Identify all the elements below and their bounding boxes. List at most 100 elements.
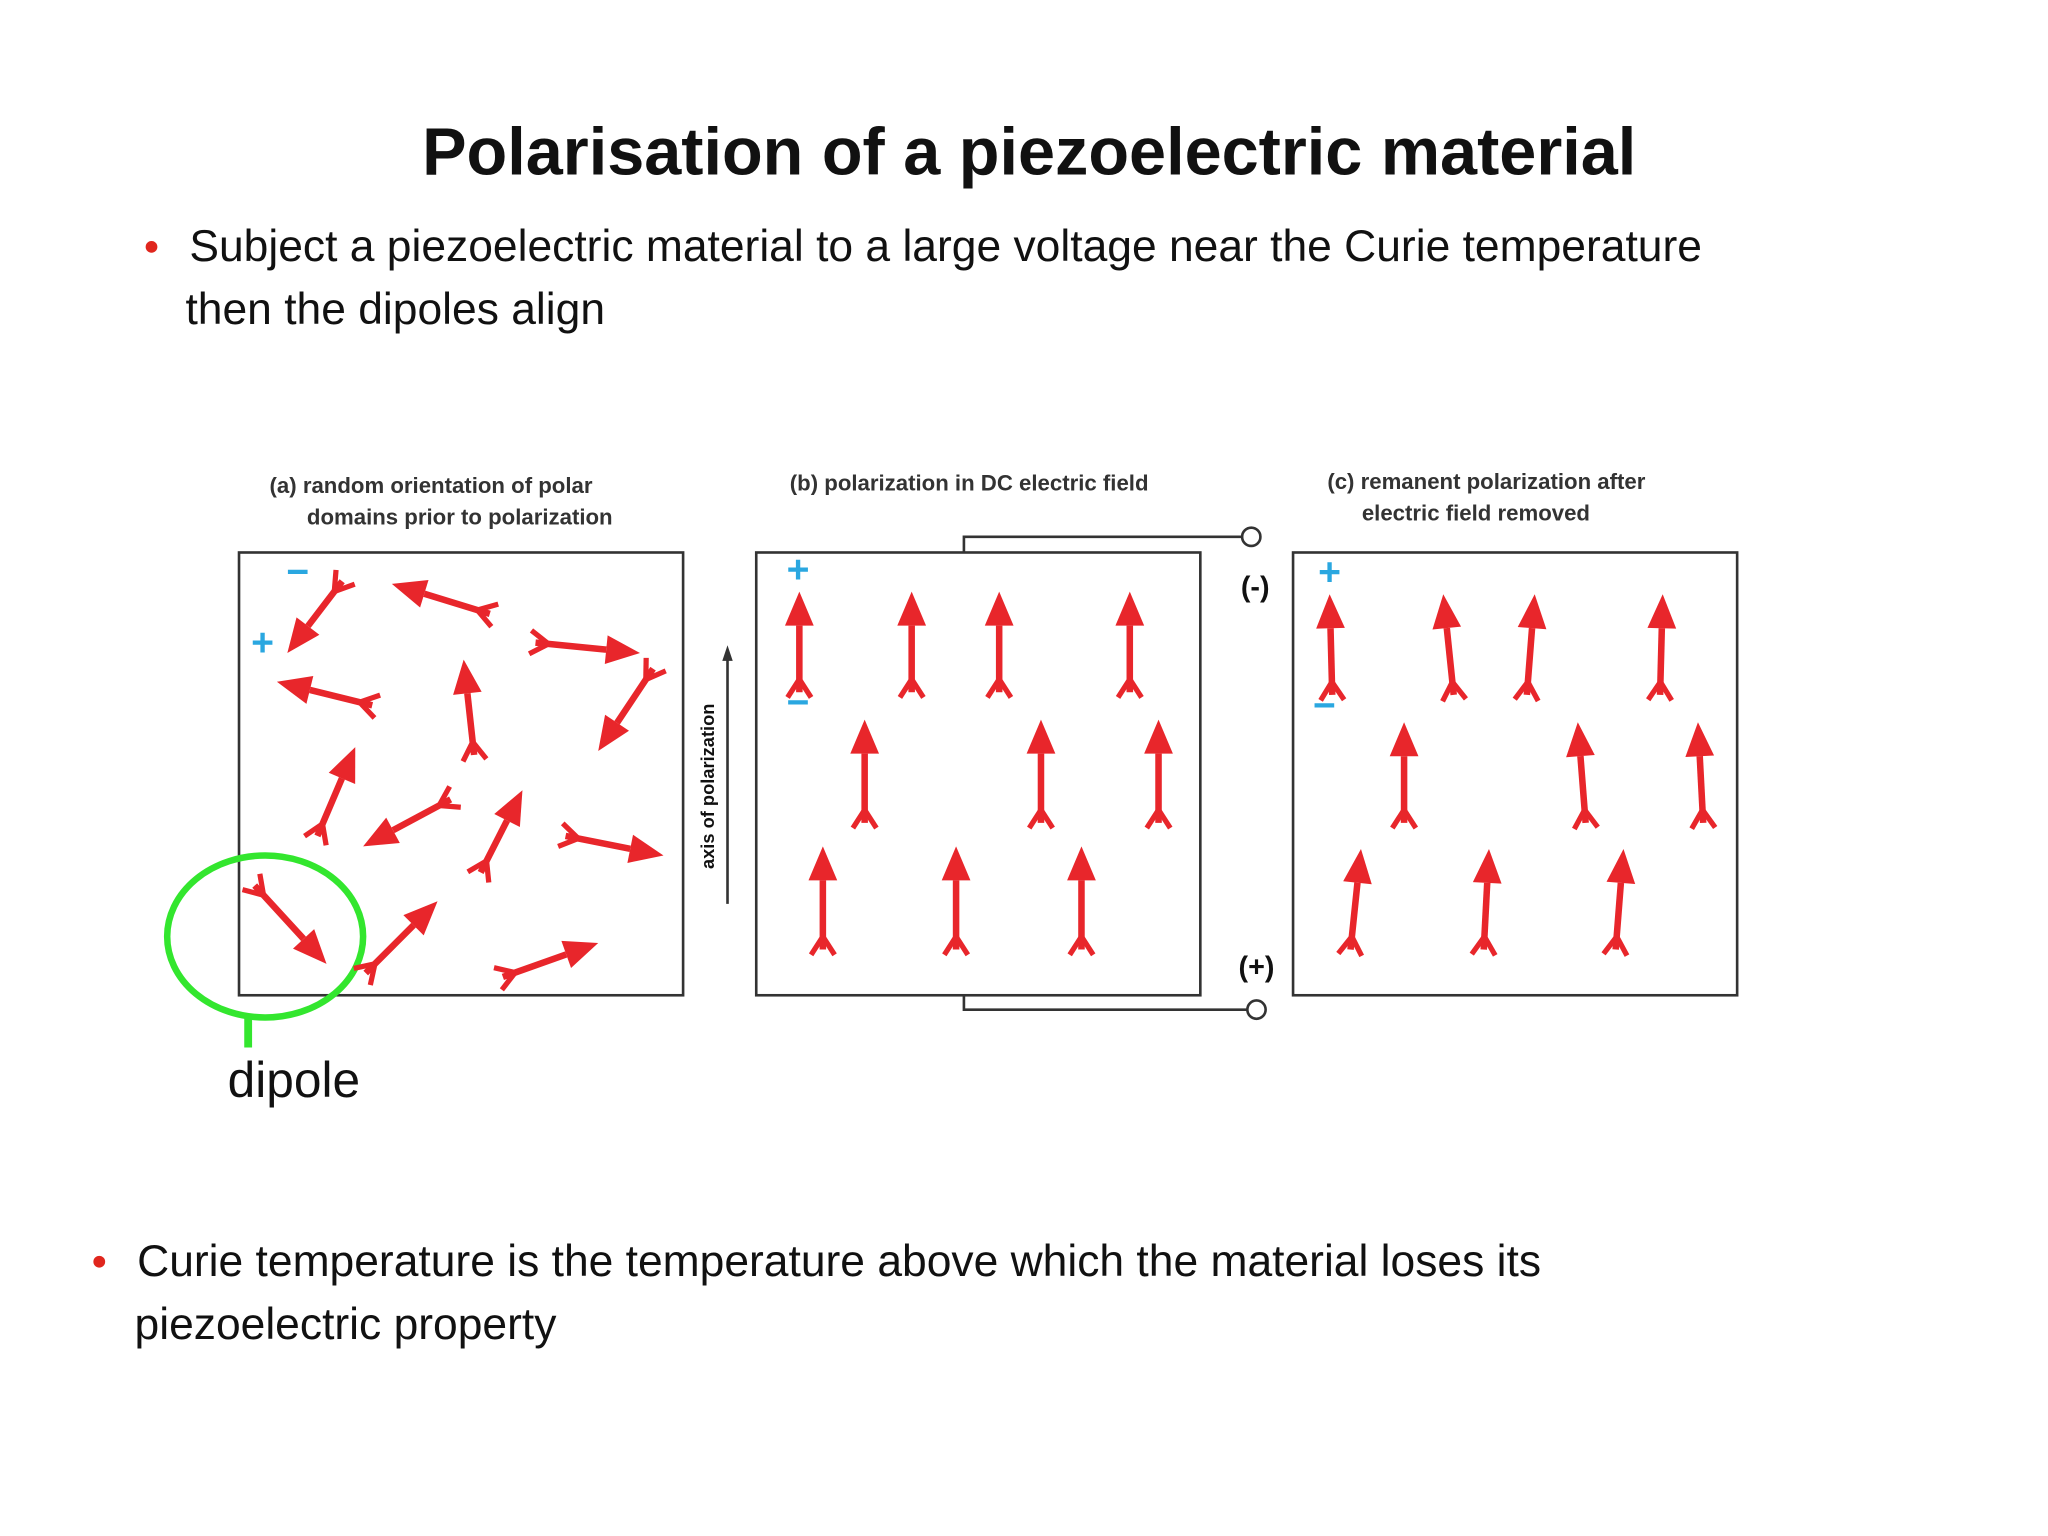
charge-sign: − [1313, 684, 1336, 727]
panel-caption: domains prior to polarization [307, 504, 613, 529]
slide-title: Polarisation of a piezoelectric material [422, 115, 1636, 189]
dipole-head [1517, 594, 1547, 630]
dipole-head [1566, 722, 1595, 758]
dipole-tail [1038, 808, 1055, 830]
bullet-dot [93, 1255, 106, 1268]
dipole-tail [438, 802, 461, 810]
dipole-tail [953, 935, 971, 957]
bullet-text: then the dipoles align [185, 285, 605, 334]
dipole-head [287, 617, 320, 654]
charge-sign: − [286, 551, 309, 594]
figure: (a) random orientation of polar domains … [163, 469, 1739, 1108]
dipole-tail [909, 677, 926, 699]
dipole-tail [499, 971, 518, 992]
dipole-head [1647, 594, 1677, 629]
dipole-head [391, 580, 429, 608]
dipole-head [897, 591, 927, 626]
dipole-tail [1525, 680, 1541, 703]
dipole-tail [1469, 934, 1487, 956]
dipole-head [276, 675, 314, 704]
bullet-text: Subject a piezoelectric material to a la… [189, 222, 1702, 271]
wire [962, 995, 1248, 1011]
dipole-tail [1067, 935, 1084, 957]
charge-sign: + [251, 622, 274, 665]
dipole-tail [644, 668, 667, 682]
terminal-label: (-) [1241, 572, 1270, 604]
dipole-tail [1329, 680, 1347, 702]
terminal-label: (+) [1239, 952, 1275, 984]
dipole-tail [1582, 808, 1600, 829]
dipole-tail [333, 581, 356, 595]
dipole-head [328, 747, 356, 784]
charge-sign: + [787, 548, 810, 591]
dipole-tail [475, 608, 494, 629]
dipole-head [453, 659, 482, 695]
dipole-head [363, 817, 400, 847]
dipole-tail [808, 935, 826, 957]
dipole-head [1389, 722, 1419, 757]
dipole-tail [820, 935, 837, 957]
dipole-tail [358, 692, 381, 705]
dipole-tail [353, 961, 376, 971]
callout-circle [163, 852, 367, 1021]
dipole-tail [527, 641, 550, 657]
dipole-tail [1646, 680, 1663, 702]
dipole-tail [985, 677, 1002, 699]
dipole-tail [319, 823, 329, 846]
dipole-tail [797, 677, 814, 699]
dipole-tail [493, 965, 516, 976]
dipole-head [1316, 594, 1345, 629]
dipole-head [604, 635, 640, 664]
dipole-head [1432, 594, 1462, 630]
dipole-tail [1512, 680, 1530, 701]
dipole-tail [897, 677, 914, 699]
dipole-tail [367, 963, 378, 986]
panel-box [237, 551, 685, 997]
dipole-tail [241, 887, 265, 898]
dipole-tail [1450, 680, 1468, 701]
dipole-head [561, 940, 599, 968]
panel-caption: electric field removed [1362, 500, 1590, 525]
dipole-tail [862, 808, 879, 830]
dipole-tail [257, 873, 267, 896]
bullet-text: piezoelectric property [135, 1300, 558, 1349]
panel-caption: (a) random orientation of polar [270, 473, 593, 498]
dipole-tail [303, 821, 324, 839]
dipole-tail [529, 628, 551, 646]
panel-caption: (c) remanent polarization after [1327, 469, 1645, 494]
dipole-head [598, 714, 629, 752]
dipole-head [1472, 848, 1502, 884]
dipole-tail [1115, 677, 1132, 699]
dipole-tail [357, 700, 377, 720]
charge-sign: + [1318, 551, 1341, 594]
dipole-tail [1614, 935, 1630, 957]
dipole-tail [1601, 934, 1619, 956]
terminal [1240, 526, 1262, 548]
dipole-head [627, 834, 664, 863]
dipole-tail [1156, 808, 1173, 830]
dipole-head [403, 901, 438, 936]
bullet-text: Curie temperature is the temperature abo… [137, 1237, 1541, 1286]
dipole-head [1144, 719, 1173, 754]
dipole-head [1343, 848, 1372, 885]
dipole-head [850, 719, 880, 754]
dipole-tail [1482, 935, 1498, 957]
dipole-tail [942, 935, 959, 957]
dipole-tail [1390, 808, 1407, 830]
dipole-tail [1318, 680, 1335, 702]
dipole-tail [1401, 808, 1419, 830]
dipole-tail [476, 601, 499, 613]
dipole-head [1606, 848, 1636, 884]
dipole-head [784, 591, 814, 626]
dipole-tail [436, 785, 452, 807]
dipole-tail [1144, 808, 1161, 830]
dipole-tail [996, 677, 1014, 699]
dipole-tail [1689, 808, 1705, 830]
dipole-tail [850, 808, 867, 830]
panel-box [754, 551, 1202, 997]
dipole-head [941, 846, 971, 881]
dipole-tail [1127, 677, 1144, 699]
dipole-head [1115, 591, 1145, 626]
dipole-tail [785, 677, 802, 699]
